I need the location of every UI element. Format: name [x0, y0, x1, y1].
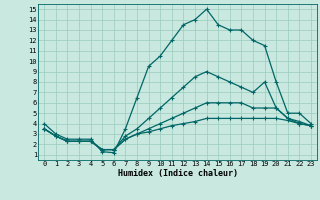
X-axis label: Humidex (Indice chaleur): Humidex (Indice chaleur): [118, 169, 238, 178]
